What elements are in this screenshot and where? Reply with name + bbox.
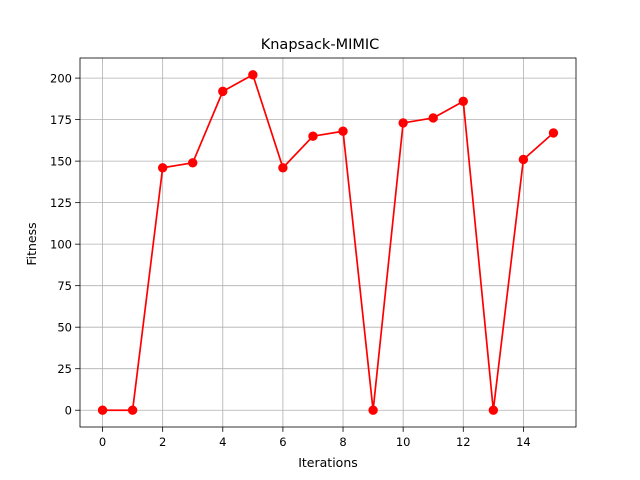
- data-point: [548, 128, 559, 138]
- y-tick-label: 50: [57, 320, 72, 334]
- x-tick-label: 10: [396, 435, 411, 449]
- x-tick-label: 14: [516, 435, 531, 449]
- data-point: [157, 163, 168, 173]
- x-tick-label: 12: [456, 435, 471, 449]
- data-point: [97, 405, 108, 415]
- data-point: [368, 405, 378, 415]
- y-tick-label: 25: [57, 362, 72, 376]
- y-tick-label: 0: [65, 403, 72, 417]
- y-axis-label: Fitness: [24, 222, 39, 265]
- data-point: [308, 131, 318, 141]
- y-tick-label: 100: [50, 237, 72, 251]
- y-tick-label: 150: [50, 154, 72, 168]
- data-point: [188, 158, 198, 168]
- data-point: [458, 96, 468, 107]
- data-point: [488, 405, 499, 415]
- data-point: [518, 154, 529, 165]
- data-point: [278, 163, 288, 173]
- x-tick-label: 4: [219, 435, 226, 449]
- data-point: [248, 70, 258, 80]
- series-line: [102, 73, 555, 412]
- data-point: [218, 86, 228, 97]
- y-axis: 0 25 50 75 100 125 150 175 200: [50, 71, 80, 417]
- x-tick-label: 8: [339, 435, 346, 449]
- y-tick-label: 175: [50, 113, 72, 127]
- y-tick-label: 75: [57, 279, 72, 293]
- y-tick-label: 200: [50, 71, 72, 85]
- chart-title: Knapsack-MIMIC: [261, 37, 380, 53]
- x-tick-label: 0: [99, 435, 106, 449]
- data-point: [398, 118, 408, 128]
- data-point: [127, 405, 138, 415]
- x-tick-label: 6: [279, 435, 286, 449]
- series-layer: [97, 70, 559, 415]
- x-tick-label: 2: [159, 435, 166, 449]
- data-point: [338, 126, 348, 136]
- data-point: [428, 113, 438, 123]
- x-axis-label: Iterations: [298, 455, 358, 470]
- y-tick-label: 125: [50, 196, 72, 210]
- x-axis: 0 2 4 6 8 10 12 14: [99, 427, 531, 449]
- plot-frame: [79, 57, 577, 428]
